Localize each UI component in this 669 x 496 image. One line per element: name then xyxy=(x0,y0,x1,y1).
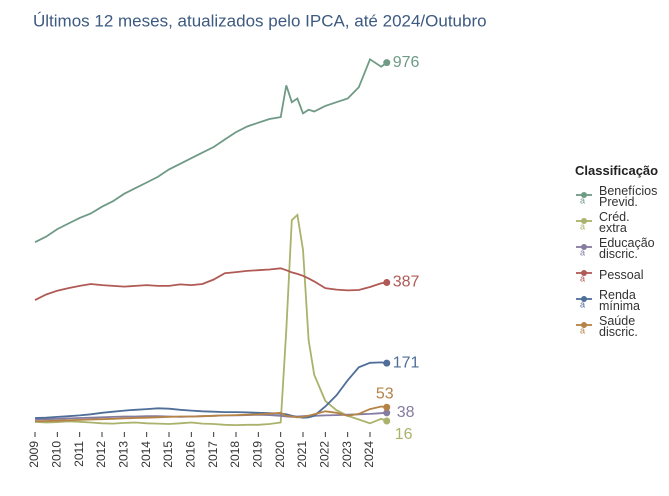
legend-key: a xyxy=(576,218,592,231)
chart-title: Últimos 12 meses, atualizados pelo IPCA,… xyxy=(33,11,487,30)
end-label: 387 xyxy=(393,274,420,291)
legend-key-glyph: a xyxy=(580,195,585,205)
legend-item: a Pessoal xyxy=(575,262,669,288)
legend-key-glyph: a xyxy=(580,221,585,231)
series-line xyxy=(34,405,387,423)
legend-key: a xyxy=(576,322,592,335)
x-tick-label: 2018 xyxy=(228,441,242,468)
x-tick-label: 2017 xyxy=(206,441,220,468)
legend-key-glyph: a xyxy=(580,325,585,335)
series-line xyxy=(34,267,387,301)
legend-item: a Renda mínima xyxy=(575,288,669,314)
x-tick-label: 2024 xyxy=(362,441,376,468)
end-label: 38 xyxy=(397,404,415,421)
series-line xyxy=(34,213,388,427)
legend-key-glyph: a xyxy=(580,273,585,283)
x-tick-label: 2020 xyxy=(273,441,287,468)
legend-key-dot xyxy=(581,192,587,198)
legend-key-glyph: a xyxy=(580,247,585,257)
end-dot xyxy=(383,409,391,417)
legend-key-dot xyxy=(581,244,587,250)
legend-label: Créd. extra xyxy=(599,210,630,235)
x-tick-label: 2023 xyxy=(340,441,354,468)
x-tick-label: 2022 xyxy=(318,441,332,468)
x-tick-label: 2013 xyxy=(117,441,131,468)
legend-title: Classificação xyxy=(575,163,659,178)
x-tick-label: 2014 xyxy=(139,441,153,468)
end-dot xyxy=(383,359,391,367)
end-dot xyxy=(383,403,391,411)
legend-key-dot xyxy=(581,296,587,302)
legend-key: a xyxy=(576,244,592,257)
end-dot xyxy=(383,417,391,425)
x-tick-label: 2010 xyxy=(50,441,64,468)
legend-key: a xyxy=(576,192,592,205)
legend-label: Renda mínima xyxy=(599,288,640,313)
x-tick-label: 2011 xyxy=(72,441,86,467)
legend-label: Benefícios Previd. xyxy=(599,184,658,209)
x-tick-label: 2015 xyxy=(161,441,175,468)
legend-item: a Benefícios Previd. xyxy=(575,184,669,210)
legend-key: a xyxy=(576,270,592,283)
legend-key-glyph: a xyxy=(580,299,585,309)
end-label: 16 xyxy=(395,426,413,443)
legend-key-dot xyxy=(581,218,587,224)
end-label: 53 xyxy=(376,385,394,402)
end-label: 171 xyxy=(393,354,420,371)
legend: Classificação a Benefícios Previd. a Créd. … xyxy=(575,163,669,340)
legend-key: a xyxy=(576,296,592,309)
legend-item: a Saúde discric. xyxy=(575,314,669,340)
legend-item: a Educação discric. xyxy=(575,236,669,262)
x-tick-label: 2021 xyxy=(295,441,309,468)
legend-item: a Créd. extra xyxy=(575,210,669,236)
x-tick-label: 2019 xyxy=(251,441,265,468)
x-tick-label: 2009 xyxy=(27,441,41,468)
series-line xyxy=(34,57,388,244)
legend-label: Saúde discric. xyxy=(599,314,638,339)
end-dot xyxy=(383,279,391,287)
x-tick-label: 2012 xyxy=(94,441,108,468)
legend-label: Pessoal xyxy=(599,267,644,282)
end-dot xyxy=(383,59,391,67)
end-label: 976 xyxy=(393,54,420,71)
x-tick-label: 2016 xyxy=(184,441,198,468)
series-line xyxy=(34,361,387,419)
legend-key-dot xyxy=(581,270,587,276)
legend-key-dot xyxy=(581,322,587,328)
legend-label: Educação discric. xyxy=(599,236,655,261)
